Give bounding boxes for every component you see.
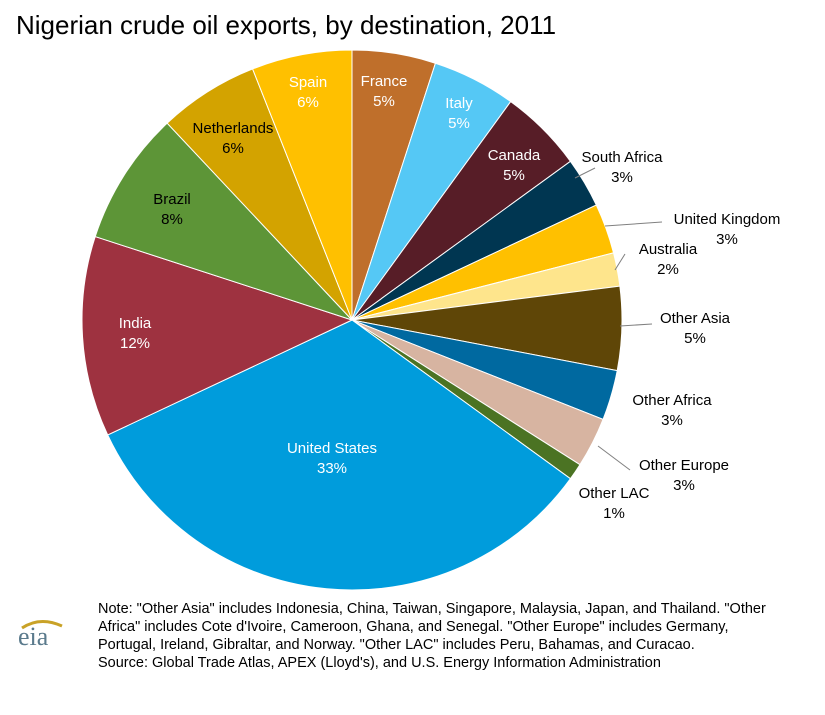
slice-value-other-lac: 1% xyxy=(603,505,625,522)
slice-label-spain: Spain xyxy=(289,74,327,91)
slice-label-other-asia: Other Asia xyxy=(660,310,731,327)
slice-value-other-africa: 3% xyxy=(661,412,683,429)
leader-line-south-africa xyxy=(574,167,596,179)
slice-value-canada: 5% xyxy=(503,167,525,184)
eia-logo-text: eia xyxy=(18,622,49,651)
slice-value-netherlands: 6% xyxy=(222,140,244,157)
slice-label-netherlands: Netherlands xyxy=(193,120,274,137)
slice-value-brazil: 8% xyxy=(161,211,183,228)
slice-value-australia: 2% xyxy=(657,261,679,278)
slice-label-south-africa: South Africa xyxy=(582,149,664,166)
slice-value-other-asia: 5% xyxy=(684,330,706,347)
slice-label-united-kingdom: United Kingdom xyxy=(674,211,781,228)
footnote: Note: "Other Asia" includes Indonesia, C… xyxy=(98,600,788,672)
slice-label-united-states: United States xyxy=(287,440,377,457)
slice-label-france: France xyxy=(361,73,408,90)
slice-value-other-europe: 3% xyxy=(673,477,695,494)
leader-line-australia xyxy=(614,253,626,271)
slice-label-brazil: Brazil xyxy=(153,191,191,208)
chart-title: Nigerian crude oil exports, by destinati… xyxy=(16,10,557,40)
pie-slice-brazil xyxy=(94,122,353,321)
slice-value-spain: 6% xyxy=(297,94,319,111)
slice-value-south-africa: 3% xyxy=(611,169,633,186)
slice-label-india: India xyxy=(119,315,152,332)
slice-label-other-europe: Other Europe xyxy=(639,457,729,474)
slice-value-italy: 5% xyxy=(448,115,470,132)
pie-slice-india xyxy=(81,235,354,436)
slice-value-france: 5% xyxy=(373,93,395,110)
slice-label-other-africa: Other Africa xyxy=(632,392,712,409)
leader-line-other-asia xyxy=(619,323,653,327)
pie-chart: France 5% Italy 5% Canada 5% South Africa 3% Uni… xyxy=(81,49,781,591)
leader-line-united-kingdom xyxy=(604,221,663,227)
pie-slice-united-states xyxy=(107,319,572,591)
slice-value-india: 12% xyxy=(120,335,150,352)
slice-label-italy: Italy xyxy=(445,95,473,112)
slice-label-canada: Canada xyxy=(488,147,541,164)
slice-label-australia: Australia xyxy=(639,241,698,258)
slice-value-united-states: 33% xyxy=(317,460,347,477)
eia-logo-icon: eia xyxy=(18,618,78,663)
footnote-source: Source: Global Trade Atlas, APEX (Lloyd'… xyxy=(98,655,661,671)
slice-label-other-lac: Other LAC xyxy=(579,485,650,502)
footnote-note: Note: "Other Asia" includes Indonesia, C… xyxy=(98,601,766,653)
leader-line-other-europe xyxy=(597,445,631,471)
slice-value-united-kingdom: 3% xyxy=(716,231,738,248)
pie-slice-spain xyxy=(251,49,353,321)
